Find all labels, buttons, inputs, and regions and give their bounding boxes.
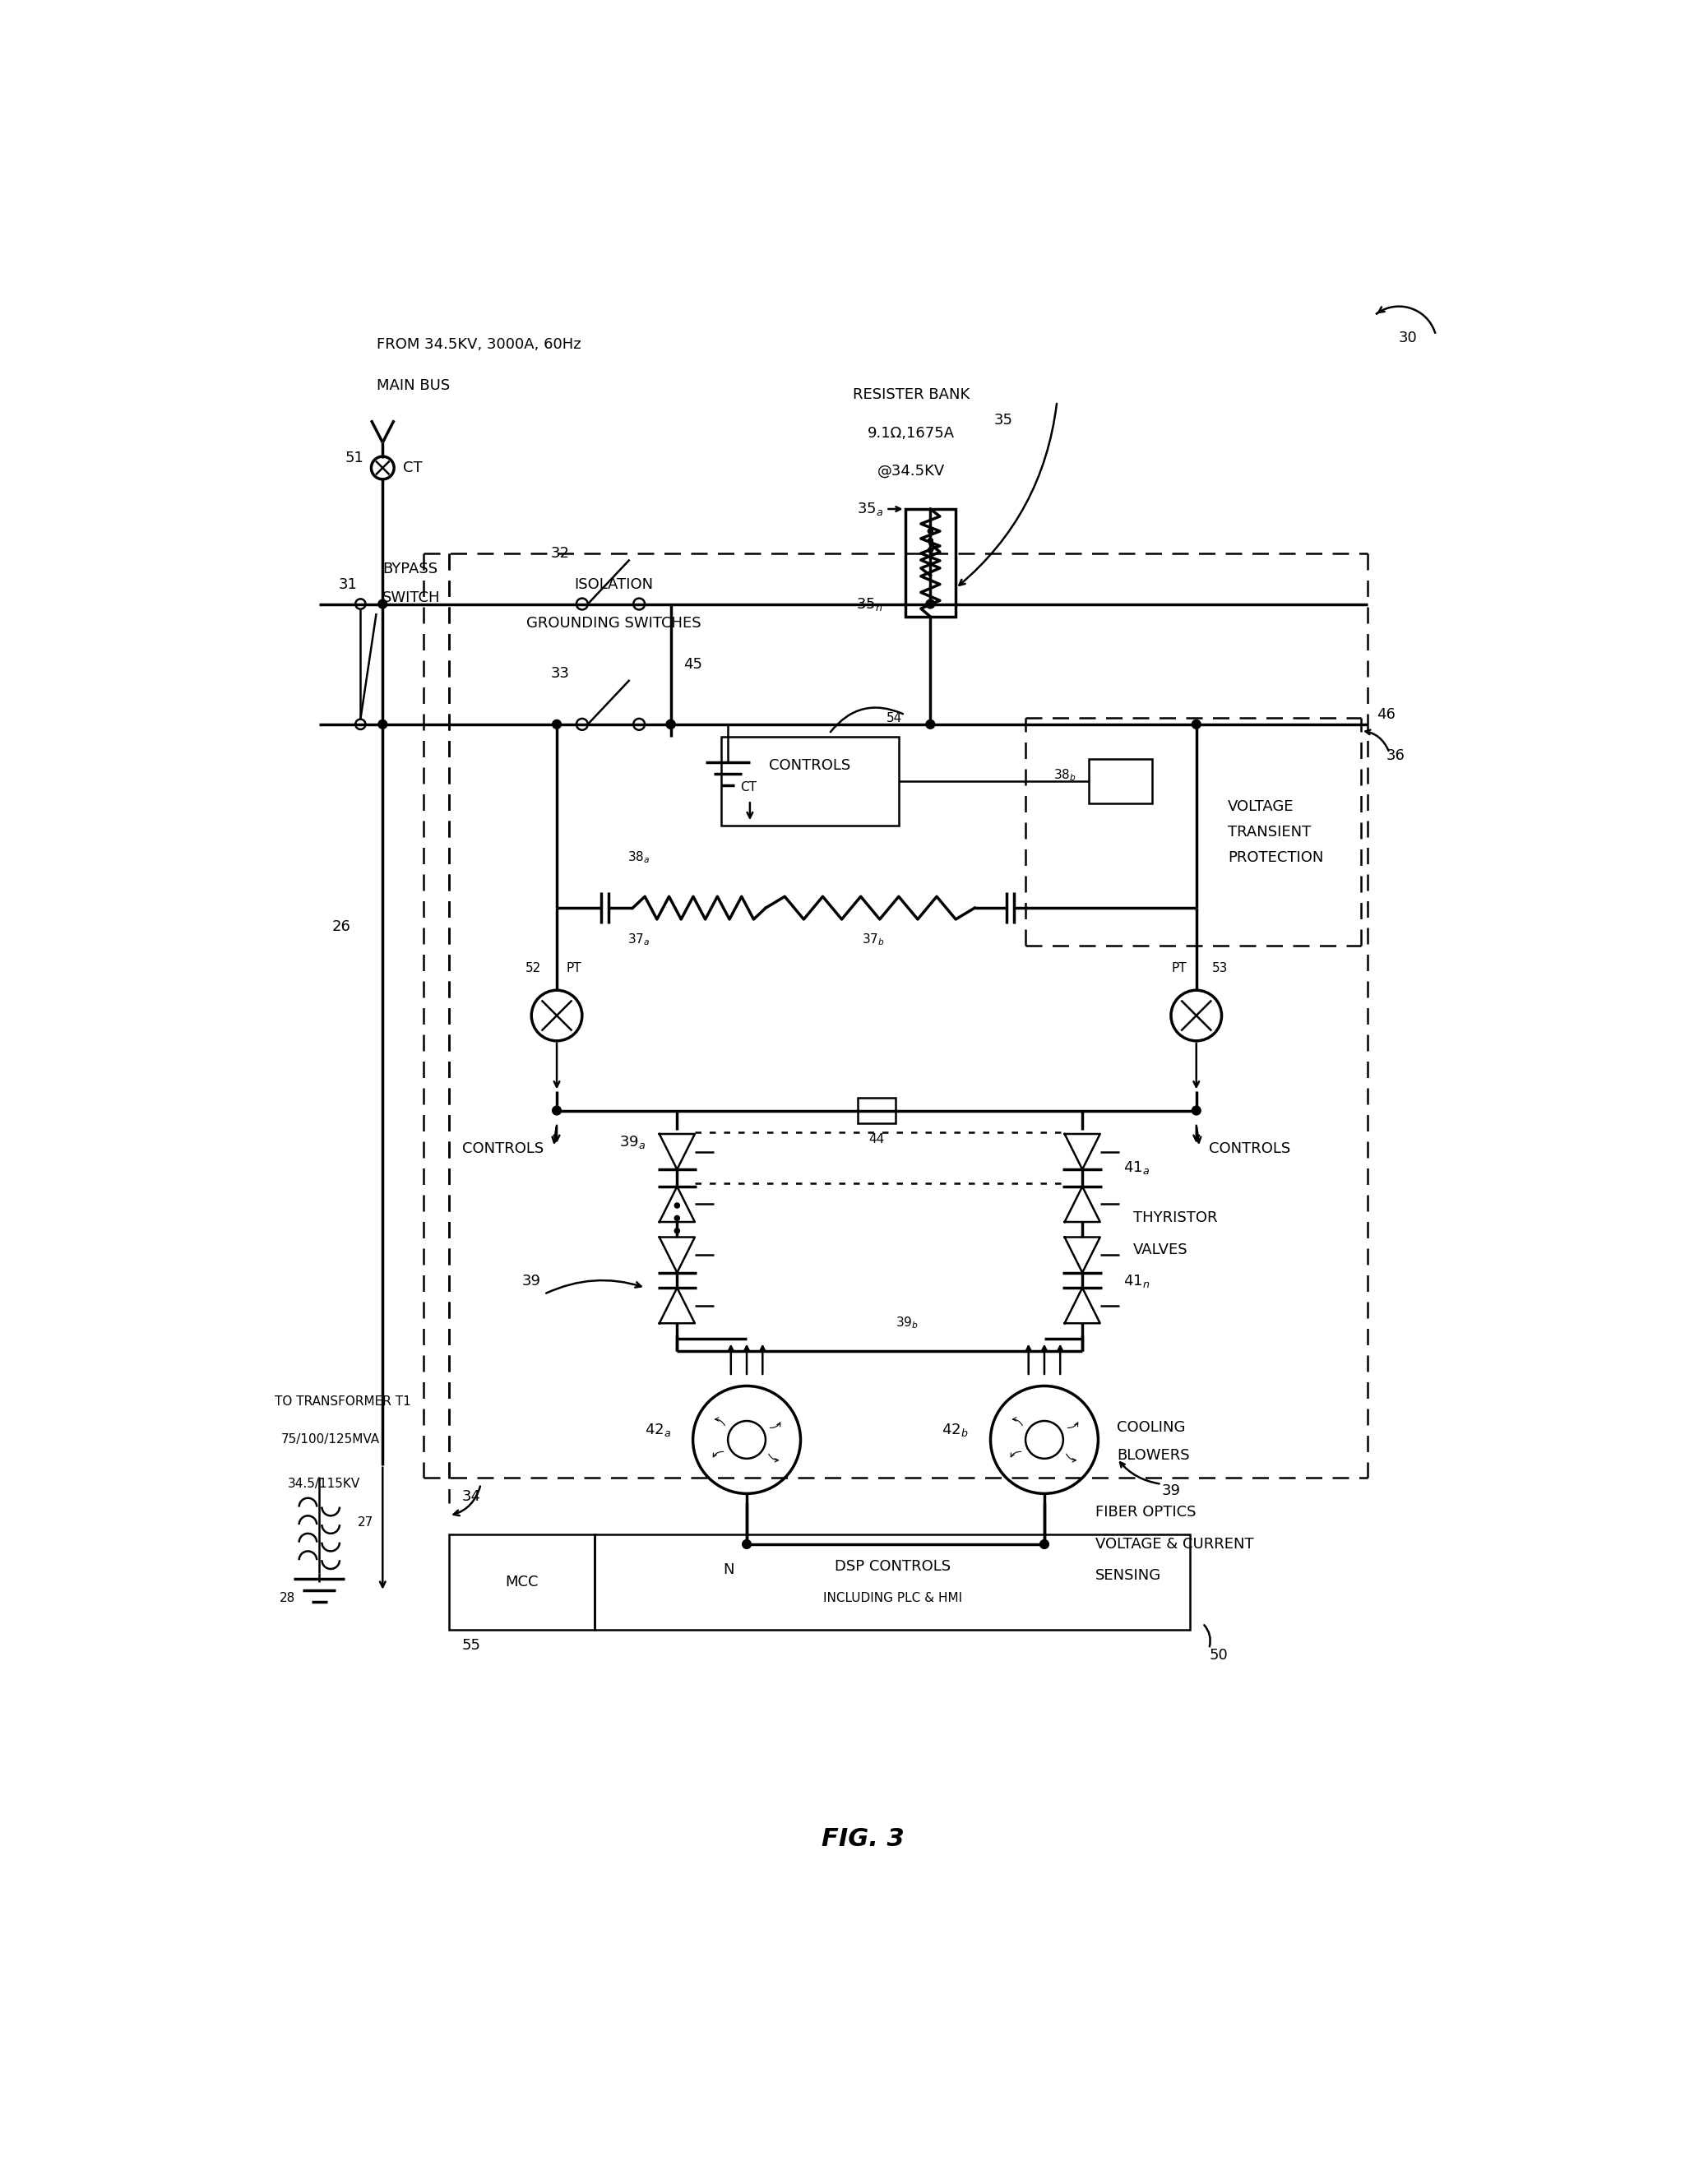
- Text: 41$_a$: 41$_a$: [1124, 1160, 1149, 1175]
- Text: MAIN BUS: MAIN BUS: [376, 378, 450, 393]
- Circle shape: [553, 721, 561, 729]
- Circle shape: [553, 1105, 561, 1116]
- Circle shape: [674, 1203, 679, 1208]
- Text: CT: CT: [403, 461, 423, 476]
- Text: VALVES: VALVES: [1132, 1243, 1188, 1258]
- Text: BLOWERS: BLOWERS: [1117, 1448, 1190, 1463]
- Text: FROM 34.5KV, 3000A, 60Hz: FROM 34.5KV, 3000A, 60Hz: [376, 336, 581, 352]
- Text: CONTROLS: CONTROLS: [462, 1140, 544, 1155]
- Text: INCLUDING PLC & HMI: INCLUDING PLC & HMI: [822, 1592, 962, 1605]
- Circle shape: [377, 721, 388, 729]
- Text: CONTROLS: CONTROLS: [770, 758, 851, 773]
- Circle shape: [666, 721, 676, 729]
- Text: 39: 39: [522, 1273, 541, 1289]
- Text: 36: 36: [1387, 749, 1405, 764]
- Text: 44: 44: [869, 1133, 885, 1144]
- Text: SWITCH: SWITCH: [382, 590, 440, 605]
- Text: PT: PT: [566, 961, 581, 974]
- Text: 52: 52: [526, 961, 541, 974]
- Bar: [721, 736, 898, 826]
- Text: 50: 50: [1208, 1647, 1228, 1662]
- Text: DSP CONTROLS: DSP CONTROLS: [834, 1559, 950, 1575]
- Circle shape: [377, 601, 388, 609]
- Circle shape: [928, 537, 933, 544]
- Text: 35$_n$: 35$_n$: [856, 596, 883, 612]
- Text: BYPASS: BYPASS: [382, 561, 438, 577]
- Text: TRANSIENT: TRANSIENT: [1228, 826, 1311, 839]
- Text: FIG. 3: FIG. 3: [822, 1826, 905, 1850]
- Text: 45: 45: [684, 657, 703, 670]
- Circle shape: [1191, 721, 1201, 729]
- Circle shape: [928, 529, 933, 533]
- Text: PT: PT: [1171, 961, 1186, 974]
- Text: 33: 33: [551, 666, 570, 681]
- Text: TO TRANSFORMER T1: TO TRANSFORMER T1: [275, 1396, 411, 1409]
- Text: 34.5/115KV: 34.5/115KV: [288, 1479, 361, 1489]
- Text: 30: 30: [1399, 330, 1417, 345]
- Text: ISOLATION: ISOLATION: [575, 577, 654, 592]
- Text: VOLTAGE & CURRENT: VOLTAGE & CURRENT: [1095, 1538, 1254, 1551]
- Bar: [858, 1099, 895, 1123]
- Text: N: N: [723, 1562, 735, 1577]
- Text: 31: 31: [339, 577, 357, 592]
- Text: MCC: MCC: [505, 1575, 539, 1590]
- Circle shape: [927, 601, 935, 609]
- Text: 39$_b$: 39$_b$: [895, 1315, 918, 1330]
- Circle shape: [927, 721, 935, 729]
- Circle shape: [674, 1216, 679, 1221]
- Text: 27: 27: [357, 1516, 372, 1529]
- Text: RESISTER BANK: RESISTER BANK: [853, 387, 971, 402]
- Circle shape: [743, 1540, 752, 1548]
- Text: 51: 51: [345, 450, 364, 465]
- Bar: [595, 1535, 1190, 1629]
- Circle shape: [1040, 1540, 1048, 1548]
- Text: 46: 46: [1377, 708, 1395, 723]
- Text: 35: 35: [994, 413, 1013, 428]
- Text: 9.1Ω,1675A: 9.1Ω,1675A: [868, 426, 955, 441]
- Text: 54: 54: [886, 712, 901, 725]
- Text: @34.5KV: @34.5KV: [878, 463, 945, 478]
- Text: 42$_b$: 42$_b$: [942, 1422, 969, 1439]
- Text: 53: 53: [1212, 961, 1228, 974]
- Bar: [1089, 760, 1153, 804]
- Text: 38$_b$: 38$_b$: [1053, 767, 1077, 782]
- Text: 39$_a$: 39$_a$: [618, 1133, 645, 1151]
- Text: FIBER OPTICS: FIBER OPTICS: [1095, 1505, 1196, 1520]
- Text: 38$_a$: 38$_a$: [629, 850, 650, 865]
- Text: COOLING: COOLING: [1117, 1420, 1186, 1435]
- Circle shape: [674, 1227, 679, 1234]
- Text: 34: 34: [462, 1489, 480, 1505]
- Circle shape: [928, 548, 933, 553]
- Text: 37$_a$: 37$_a$: [629, 933, 650, 948]
- Text: 28: 28: [280, 1592, 295, 1605]
- Bar: [450, 1535, 595, 1629]
- Text: PROTECTION: PROTECTION: [1228, 850, 1324, 865]
- Circle shape: [666, 721, 676, 729]
- Text: CT: CT: [740, 782, 757, 793]
- Text: SENSING: SENSING: [1095, 1568, 1161, 1583]
- Text: 39: 39: [1161, 1483, 1181, 1498]
- Circle shape: [1191, 1105, 1201, 1116]
- Text: 75/100/125MVA: 75/100/125MVA: [281, 1433, 381, 1446]
- Text: 37$_b$: 37$_b$: [863, 933, 885, 948]
- Text: 55: 55: [462, 1638, 480, 1653]
- Text: 41$_n$: 41$_n$: [1124, 1273, 1149, 1291]
- Text: VOLTAGE: VOLTAGE: [1228, 799, 1294, 815]
- Text: GROUNDING SWITCHES: GROUNDING SWITCHES: [526, 616, 701, 631]
- Text: THYRISTOR: THYRISTOR: [1132, 1210, 1217, 1225]
- Text: 32: 32: [551, 546, 570, 561]
- Text: CONTROLS: CONTROLS: [1208, 1140, 1291, 1155]
- Text: 35$_a$: 35$_a$: [856, 500, 883, 518]
- Text: 26: 26: [332, 919, 350, 935]
- Text: 42$_a$: 42$_a$: [644, 1422, 671, 1439]
- Bar: [905, 509, 955, 616]
